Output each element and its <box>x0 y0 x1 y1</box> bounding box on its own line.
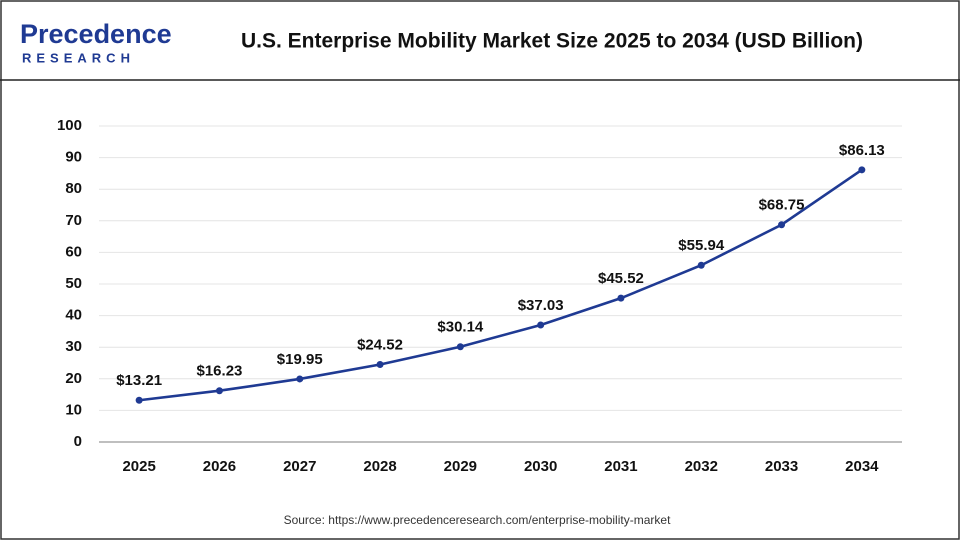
value-label: $55.94 <box>678 237 725 254</box>
value-label: $68.75 <box>759 197 805 214</box>
y-tick-label: 60 <box>65 243 82 260</box>
value-label: $24.52 <box>357 336 403 353</box>
y-tick-label: 40 <box>65 307 82 324</box>
x-tick-label: 2026 <box>203 458 236 475</box>
point <box>135 396 143 404</box>
x-tick-label: 2034 <box>845 458 879 475</box>
logo-name: Precedence <box>20 19 172 49</box>
line <box>138 168 863 402</box>
point <box>858 166 866 174</box>
point <box>617 294 625 302</box>
value-label: $37.03 <box>518 297 564 314</box>
point <box>456 343 464 351</box>
point <box>376 361 384 369</box>
point <box>296 375 304 383</box>
y-tick-label: 70 <box>65 212 82 229</box>
point <box>778 221 786 229</box>
x-tick-label: 2028 <box>363 458 396 475</box>
y-tick-label: 80 <box>65 180 82 197</box>
source: Source: https://www.precedenceresearch.c… <box>284 513 671 527</box>
y-tick-label: 0 <box>74 433 82 450</box>
value-label: $19.95 <box>277 351 323 368</box>
point <box>697 261 705 269</box>
y-tick-label: 30 <box>65 338 82 355</box>
y-tick-label: 100 <box>57 117 82 134</box>
x-tick-label: 2025 <box>122 458 155 475</box>
value-label: $45.52 <box>598 270 644 287</box>
value-label: $16.23 <box>197 363 243 380</box>
x-tick-label: 2032 <box>685 458 718 475</box>
y-tick-label: 90 <box>65 149 82 166</box>
y-tick-label: 50 <box>65 275 82 292</box>
point <box>215 387 223 395</box>
chart-title: U.S. Enterprise Mobility Market Size 202… <box>241 30 863 53</box>
y-tick-label: 20 <box>65 370 82 387</box>
x-tick-label: 2031 <box>604 458 637 475</box>
logo: Precedence RESEARCH <box>20 19 172 65</box>
point <box>537 321 545 329</box>
x-tick-label: 2033 <box>765 458 798 475</box>
value-label: $30.14 <box>437 319 484 336</box>
y-tick-label: 10 <box>65 401 82 418</box>
value-label: $86.13 <box>839 142 885 159</box>
x-tick-label: 2030 <box>524 458 557 475</box>
x-tick-label: 2029 <box>444 458 477 475</box>
logo-tagline: RESEARCH <box>22 50 135 65</box>
x-tick-label: 2027 <box>283 458 316 475</box>
value-label: $13.21 <box>116 372 162 389</box>
